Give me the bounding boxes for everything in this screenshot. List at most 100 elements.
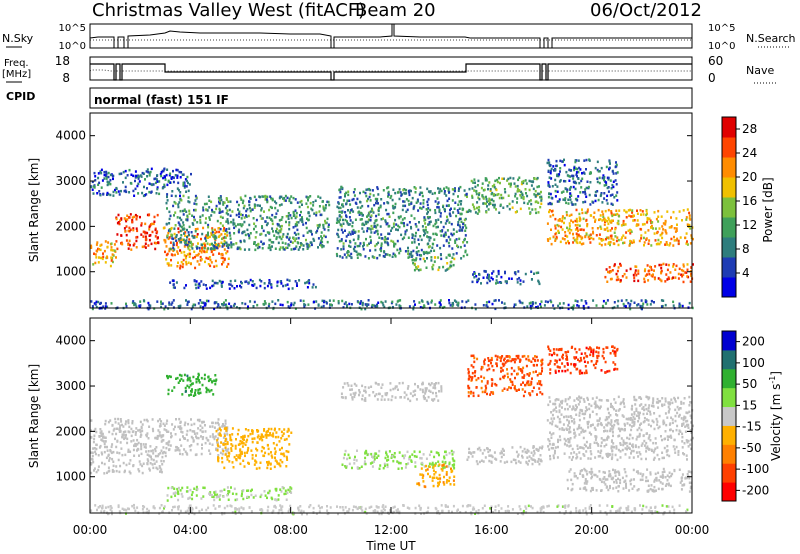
power-cell bbox=[112, 254, 115, 257]
power-cell bbox=[279, 303, 282, 306]
power-cell bbox=[419, 257, 422, 261]
vel-cell bbox=[493, 451, 496, 454]
power-cell bbox=[261, 195, 264, 198]
power-cell bbox=[256, 204, 259, 207]
power-cell bbox=[191, 247, 194, 250]
power-cell bbox=[302, 248, 305, 251]
power-cell bbox=[238, 212, 240, 215]
power-cell bbox=[352, 191, 355, 194]
vel-cell bbox=[107, 453, 110, 457]
power-cell bbox=[218, 252, 220, 255]
power-cell bbox=[582, 217, 585, 221]
vel-cell bbox=[217, 421, 219, 425]
vel-cell bbox=[503, 358, 505, 362]
power-cell bbox=[232, 243, 235, 246]
vel-cell bbox=[143, 418, 146, 422]
power-cell bbox=[485, 179, 488, 182]
power-cell bbox=[200, 258, 203, 261]
power-cell bbox=[471, 280, 474, 284]
vel-cell bbox=[163, 424, 166, 427]
vel-cell bbox=[473, 360, 476, 364]
power-cell bbox=[252, 217, 255, 220]
vel-cell bbox=[527, 355, 530, 358]
vel-cell bbox=[169, 444, 172, 447]
power-cell bbox=[137, 192, 140, 195]
power-cell bbox=[594, 190, 597, 194]
vel-cell bbox=[126, 437, 129, 441]
power-cell bbox=[132, 189, 135, 193]
power-cell bbox=[196, 247, 198, 250]
power-cell bbox=[340, 228, 343, 232]
power-cell bbox=[338, 188, 341, 192]
vel-cell bbox=[467, 384, 470, 388]
vel-cell bbox=[160, 440, 163, 443]
vel-cell bbox=[425, 457, 428, 460]
power-cell bbox=[567, 202, 570, 205]
power-cell bbox=[109, 173, 112, 177]
power-cell bbox=[223, 248, 226, 251]
vel-cell bbox=[196, 418, 199, 422]
power-cell bbox=[109, 264, 112, 268]
vel-cell bbox=[467, 394, 470, 398]
power-cell bbox=[465, 226, 468, 230]
power-cell bbox=[427, 198, 430, 201]
vel-cell bbox=[185, 433, 188, 436]
power-cell bbox=[123, 227, 126, 230]
vel-cell bbox=[263, 429, 265, 432]
power-cell bbox=[144, 242, 147, 245]
power-cell bbox=[196, 253, 199, 257]
power-cell bbox=[229, 200, 232, 203]
vel-cell bbox=[162, 446, 165, 449]
vel-cell bbox=[532, 357, 535, 360]
power-cell bbox=[236, 285, 238, 288]
vel-cell bbox=[342, 456, 345, 460]
vel-cell bbox=[448, 476, 451, 479]
power-cell bbox=[552, 213, 555, 217]
vel-cell bbox=[214, 382, 217, 386]
power-cell bbox=[607, 176, 610, 180]
power-cell bbox=[616, 191, 619, 194]
power-cell bbox=[371, 255, 374, 258]
vel-cell bbox=[428, 465, 431, 468]
power-cell bbox=[227, 246, 230, 250]
power-cell bbox=[168, 222, 171, 225]
power-cell bbox=[594, 166, 597, 170]
vel-cell bbox=[230, 486, 232, 489]
power-cell bbox=[292, 303, 295, 307]
vel-cell bbox=[578, 395, 581, 398]
vel-cell bbox=[361, 384, 364, 388]
power-cell bbox=[412, 206, 415, 209]
power-cell bbox=[298, 279, 301, 282]
power-cell bbox=[640, 213, 642, 216]
power-cell bbox=[132, 300, 135, 303]
vel-cell bbox=[529, 393, 532, 397]
power-cell bbox=[296, 284, 298, 287]
power-cell bbox=[560, 191, 563, 194]
vel-cell bbox=[137, 468, 140, 471]
power-cell bbox=[420, 299, 423, 302]
vel-cell bbox=[194, 453, 197, 457]
power-cell bbox=[427, 190, 430, 193]
vel-cell bbox=[91, 451, 94, 454]
power-cell bbox=[620, 224, 623, 227]
power-cell bbox=[462, 241, 465, 244]
power-cell bbox=[451, 304, 454, 308]
power-cell bbox=[363, 223, 366, 227]
power-cell bbox=[562, 198, 565, 201]
power-cell bbox=[398, 304, 401, 307]
power-cell bbox=[340, 211, 343, 214]
power-cell bbox=[186, 236, 188, 239]
vel-cell bbox=[278, 428, 281, 431]
power-cell bbox=[144, 194, 146, 197]
power-cell bbox=[233, 302, 236, 306]
vel-cell bbox=[223, 488, 226, 491]
vel-cell bbox=[131, 420, 134, 423]
power-cell bbox=[538, 192, 541, 196]
power-cell bbox=[501, 301, 503, 304]
power-cell bbox=[280, 195, 283, 199]
vel-cell bbox=[353, 382, 356, 386]
power-cell bbox=[548, 192, 551, 196]
power-cell bbox=[344, 229, 346, 232]
power-cell bbox=[92, 192, 95, 195]
power-cell bbox=[615, 239, 618, 243]
